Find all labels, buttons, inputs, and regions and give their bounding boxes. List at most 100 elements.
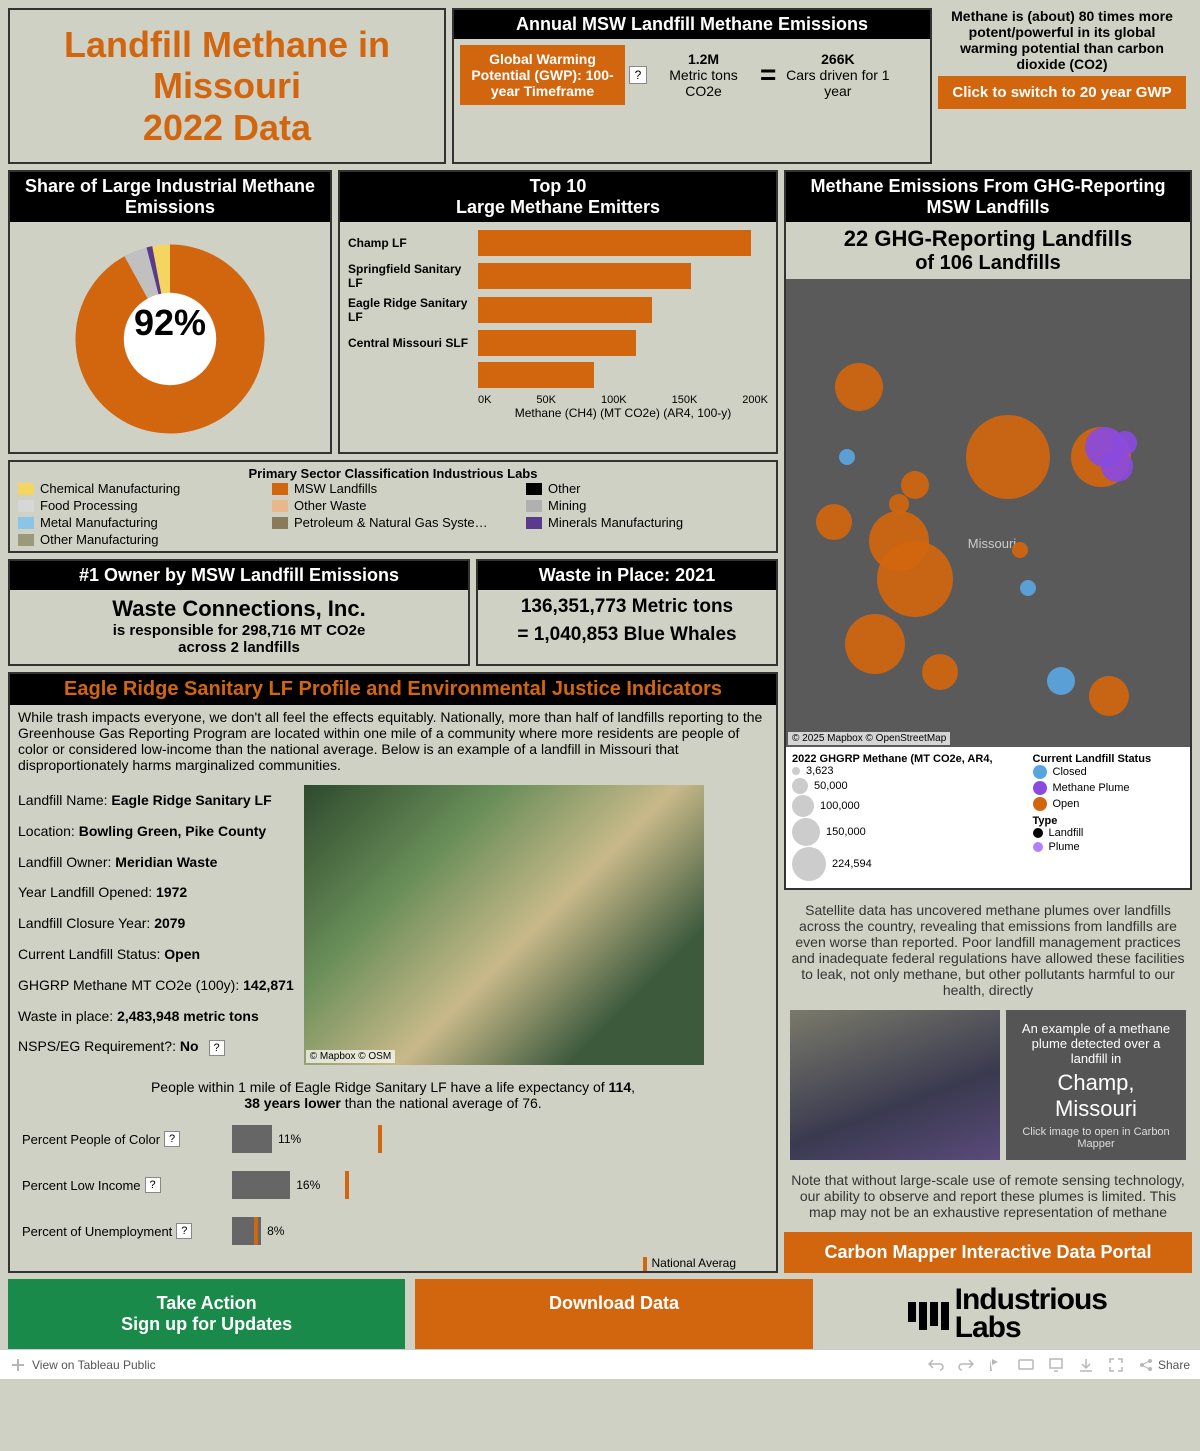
ej-bar-fill — [232, 1171, 290, 1199]
cars-value: 266K — [780, 51, 895, 67]
legend-item[interactable]: MSW Landfills — [272, 481, 514, 496]
ej-bar-value: 16% — [296, 1178, 320, 1192]
equals-sign: = — [760, 59, 776, 91]
legend-swatch — [526, 500, 542, 512]
legend-title: Primary Sector Classification Industriou… — [18, 466, 768, 481]
fullscreen-icon[interactable] — [1108, 1357, 1124, 1373]
help-icon[interactable]: ? — [145, 1177, 161, 1193]
download-icon[interactable] — [1078, 1357, 1094, 1373]
status-legend-row[interactable]: Closed — [1033, 765, 1152, 779]
title-line1: Landfill Methane in — [64, 24, 390, 65]
sat-attribution: © Mapbox © OSM — [306, 1050, 395, 1063]
legend-item[interactable]: Other — [526, 481, 768, 496]
plume-image[interactable] — [790, 1010, 1000, 1160]
ej-fact: Landfill Owner: Meridian Waste — [18, 847, 294, 878]
map-dot[interactable] — [1020, 580, 1036, 596]
take-action-button[interactable]: Take Action Sign up for Updates — [8, 1279, 405, 1349]
map-dot[interactable] — [835, 363, 883, 411]
ej-fact: Year Landfill Opened: 1972 — [18, 877, 294, 908]
map-canvas[interactable]: Missouri © 2025 Mapbox © OpenStreetMap — [786, 279, 1190, 747]
owner-detail1: is responsible for 298,716 MT CO2e — [10, 622, 468, 639]
map-dot[interactable] — [922, 654, 958, 690]
title-line2: Missouri — [153, 65, 301, 106]
legend-label: Metal Manufacturing — [40, 515, 158, 530]
legend-label: MSW Landfills — [294, 481, 377, 496]
map-dot[interactable] — [1047, 667, 1075, 695]
bar-fill — [478, 362, 594, 388]
map-dot[interactable] — [1113, 431, 1137, 455]
ej-national-marker — [345, 1171, 349, 1199]
legend-label: Minerals Manufacturing — [548, 515, 683, 530]
map-dot[interactable] — [839, 449, 855, 465]
legend-label: Petroleum & Natural Gas Syste… — [294, 515, 488, 530]
bar-row[interactable]: Springfield Sanitary LF — [348, 262, 768, 290]
legend-item[interactable]: Other Manufacturing — [18, 532, 260, 547]
legend-swatch — [18, 483, 34, 495]
bar-row[interactable] — [348, 362, 768, 388]
co2e-unit: Metric tons CO2e — [651, 67, 756, 99]
status-legend-row[interactable]: Open — [1033, 797, 1152, 811]
tableau-footer: View on Tableau Public Share — [0, 1349, 1200, 1379]
potency-block: Methane is (about) 80 times more potent/… — [938, 8, 1186, 164]
help-icon[interactable]: ? — [209, 1040, 225, 1056]
bar-row[interactable]: Eagle Ridge Sanitary LF — [348, 296, 768, 324]
map-state-label: Missouri — [968, 536, 1016, 551]
bar-chart[interactable]: Champ LF Springfield Sanitary LF Eagle Rid… — [340, 222, 776, 424]
presentation-icon[interactable] — [1018, 1357, 1034, 1373]
carbon-mapper-button[interactable]: Carbon Mapper Interactive Data Portal — [784, 1232, 1192, 1273]
map-dot[interactable] — [877, 541, 953, 617]
ej-fact: Location: Bowling Green, Pike County — [18, 816, 294, 847]
legend-swatch — [526, 483, 542, 495]
legend-item[interactable]: Chemical Manufacturing — [18, 481, 260, 496]
footer-view-text[interactable]: View on Tableau Public — [32, 1358, 156, 1372]
map-dot[interactable] — [845, 614, 905, 674]
ej-bar-row: Percent of Unemployment?8% — [22, 1217, 764, 1245]
download-data-button[interactable]: Download Data — [415, 1279, 812, 1349]
legend-item[interactable]: Petroleum & Natural Gas Syste… — [272, 515, 514, 530]
legend-label: Food Processing — [40, 498, 138, 513]
emissions-equation: Annual MSW Landfill Methane Emissions Gl… — [452, 8, 932, 164]
switch-gwp-button[interactable]: Click to switch to 20 year GWP — [938, 76, 1186, 109]
legend-item[interactable]: Food Processing — [18, 498, 260, 513]
map-dot[interactable] — [966, 415, 1050, 499]
redo-icon[interactable] — [958, 1357, 974, 1373]
legend-swatch — [526, 517, 542, 529]
legend-label: Chemical Manufacturing — [40, 481, 180, 496]
device-icon[interactable] — [1048, 1357, 1064, 1373]
owner-panel: #1 Owner by MSW Landfill Emissions Waste… — [8, 559, 470, 666]
map-dot[interactable] — [901, 471, 929, 499]
undo-icon[interactable] — [928, 1357, 944, 1373]
ej-bar-row: Percent People of Color?11% — [22, 1125, 764, 1153]
ej-fact: GHGRP Methane MT CO2e (100y): 142,871 — [18, 970, 294, 1001]
map-dot[interactable] — [1089, 676, 1129, 716]
map-dot[interactable] — [816, 504, 852, 540]
help-icon[interactable]: ? — [176, 1223, 192, 1239]
map-dot[interactable] — [1012, 542, 1028, 558]
revert-icon[interactable] — [988, 1357, 1004, 1373]
map-status-legend: Current Landfill Status ClosedMethane Pl… — [1033, 753, 1152, 882]
legend-item[interactable]: Other Waste — [272, 498, 514, 513]
ej-bar-fill — [232, 1125, 272, 1153]
map-description-1: Satellite data has uncovered methane plu… — [784, 896, 1192, 1004]
share-button[interactable]: Share — [1138, 1357, 1190, 1373]
bar-row[interactable]: Champ LF — [348, 230, 768, 256]
legend-label: Other Manufacturing — [40, 532, 159, 547]
type-legend-row[interactable]: Plume — [1033, 841, 1152, 853]
map-header: Methane Emissions From GHG-Reporting MSW… — [786, 172, 1190, 222]
legend-item[interactable]: Metal Manufacturing — [18, 515, 260, 530]
potency-text: Methane is (about) 80 times more potent/… — [938, 8, 1186, 72]
legend-item[interactable]: Mining — [526, 498, 768, 513]
help-icon[interactable]: ? — [164, 1131, 180, 1147]
type-legend-row[interactable]: Landfill — [1033, 827, 1152, 839]
bar-fill — [478, 230, 751, 256]
co2e-value: 1.2M — [651, 51, 756, 67]
map-dot[interactable] — [889, 494, 909, 514]
map-dot[interactable] — [1101, 450, 1133, 482]
bar-row[interactable]: Central Missouri SLF — [348, 330, 768, 356]
ej-national-marker — [378, 1125, 382, 1153]
ej-satellite-image[interactable]: © Mapbox © OSM — [304, 785, 704, 1065]
help-icon[interactable]: ? — [629, 66, 647, 84]
legend-item[interactable]: Minerals Manufacturing — [526, 515, 768, 530]
status-legend-row[interactable]: Methane Plume — [1033, 781, 1152, 795]
ej-bar-value: 8% — [267, 1224, 284, 1238]
